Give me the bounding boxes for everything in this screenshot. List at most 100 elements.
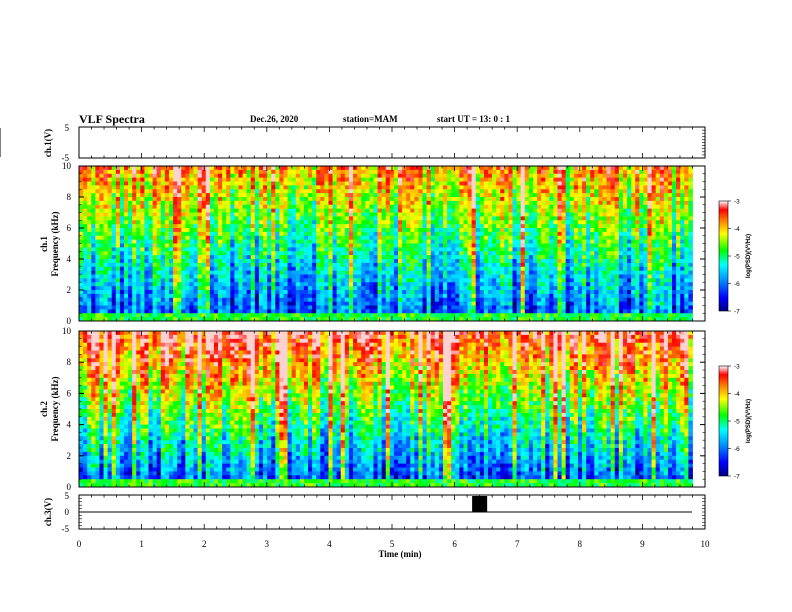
- spectrogram-cell: [275, 189, 280, 194]
- spectrogram-cell: [258, 290, 264, 295]
- spectrogram-cell: [398, 173, 403, 179]
- spectrogram-cell: [361, 278, 366, 283]
- spectrogram-cell: [213, 193, 219, 198]
- spectrogram-cell: [487, 313, 493, 318]
- spectrogram-cell: [516, 301, 522, 306]
- spectrogram-cell: [275, 255, 280, 260]
- spectrogram-cell: [418, 259, 423, 264]
- spectrogram-cell: [553, 228, 558, 233]
- spectrogram-cell: [324, 282, 329, 287]
- spectrogram-cell: [308, 290, 313, 295]
- spectrogram-cell: [340, 262, 346, 268]
- spectrogram-cell: [160, 243, 166, 248]
- spectrogram-cell: [406, 166, 411, 171]
- spectrogram-cell: [545, 313, 550, 318]
- spectrogram-cell: [532, 177, 538, 182]
- spectrogram-cell: [348, 313, 354, 318]
- spectrogram-cell: [168, 274, 174, 279]
- spectrogram-cell: [267, 208, 272, 213]
- spectrogram-cell: [177, 262, 182, 268]
- spectrogram-cell: [332, 313, 338, 318]
- spectrogram-cell: [483, 200, 489, 206]
- spectrogram-cell: [83, 301, 88, 306]
- spectrogram-cell: [492, 274, 497, 279]
- spectrogram-cell: [254, 282, 260, 287]
- spectrogram-cell: [189, 216, 194, 221]
- spectrogram-cell: [230, 251, 235, 256]
- spectrogram-cell: [144, 204, 149, 210]
- spectrogram-cell: [348, 255, 354, 260]
- spectrogram-cell: [422, 251, 428, 256]
- spectrogram-cell: [87, 278, 92, 283]
- spectrogram-cell: [230, 286, 235, 291]
- spectrogram-cell: [177, 200, 182, 206]
- spectrogram-cell: [173, 177, 178, 182]
- spectrogram-cell: [512, 208, 518, 213]
- spectrogram-cell: [238, 216, 243, 221]
- spectrogram-cell: [160, 173, 166, 179]
- spectrogram-cell: [226, 262, 231, 268]
- spectrogram-cell: [545, 282, 550, 287]
- spectrogram-cell: [226, 255, 231, 260]
- spectrogram-cell: [205, 220, 211, 225]
- spectrogram-cell: [87, 286, 92, 291]
- spectrogram-cell: [234, 259, 239, 264]
- spectrogram-cell: [508, 169, 513, 175]
- spectrogram-cell: [455, 197, 460, 202]
- spectrogram-cell: [279, 193, 284, 198]
- spectrogram-cell: [361, 317, 366, 322]
- spectrogram-cell: [99, 181, 104, 186]
- spectrogram-cell: [414, 286, 419, 291]
- spectrogram-cell: [414, 313, 419, 318]
- spectrogram-cell: [250, 255, 256, 260]
- spectrogram-cell: [487, 259, 493, 264]
- spectrogram-cell: [308, 262, 313, 268]
- spectrogram-cell: [377, 301, 383, 306]
- spectrogram-cell: [504, 247, 509, 252]
- spectrogram-cell: [443, 166, 448, 171]
- spectrogram-cell: [496, 185, 501, 190]
- spectrogram-cell: [455, 208, 460, 213]
- spectrogram-cell: [312, 278, 317, 283]
- spectrogram-cell: [258, 293, 264, 299]
- spectrogram-cell: [173, 169, 178, 175]
- spectrogram-cell: [479, 239, 485, 244]
- spectrogram-cell: [324, 286, 329, 291]
- spectrogram-cell: [185, 177, 190, 182]
- spectrogram-cell: [148, 235, 154, 241]
- spectrogram-cell: [128, 317, 133, 322]
- spectrogram-cell: [156, 212, 162, 217]
- spectrogram-cell: [222, 166, 227, 171]
- spectrogram-cell: [201, 247, 207, 252]
- spectrogram-cell: [340, 212, 346, 217]
- spectrogram-cell: [254, 204, 260, 210]
- spectrogram-cell: [365, 286, 370, 291]
- spectrogram-cell: [275, 259, 280, 264]
- spectrogram-cell: [291, 282, 297, 287]
- spectrogram-cell: [512, 235, 518, 241]
- spectrogram-cell: [492, 259, 497, 264]
- spectrogram-cell: [504, 251, 509, 256]
- spectrogram-cell: [218, 231, 223, 237]
- spectrogram-cell: [557, 274, 562, 279]
- spectrogram-cell: [213, 235, 219, 241]
- spectrogram-cell: [299, 224, 305, 229]
- spectrogram-cell: [528, 189, 534, 194]
- spectrogram-cell: [242, 305, 248, 310]
- spectrogram-cell: [242, 274, 248, 279]
- spectrogram-cell: [140, 262, 145, 268]
- spectrogram-cell: [275, 313, 280, 318]
- spectrogram-cell: [451, 301, 456, 306]
- spectrogram-cell: [496, 309, 501, 314]
- spectrogram-cell: [152, 216, 158, 221]
- spectrogram-cell: [348, 301, 354, 306]
- spectrogram-cell: [213, 166, 219, 171]
- spectrogram-cell: [451, 169, 456, 175]
- spectrogram-cell: [99, 200, 104, 206]
- spectrogram-cell: [389, 305, 395, 310]
- spectrogram-cell: [132, 239, 137, 244]
- spectrogram-cell: [475, 239, 481, 244]
- spectrogram-cell: [119, 212, 125, 217]
- spectrogram-cell: [483, 181, 489, 186]
- spectrogram-cell: [299, 290, 305, 295]
